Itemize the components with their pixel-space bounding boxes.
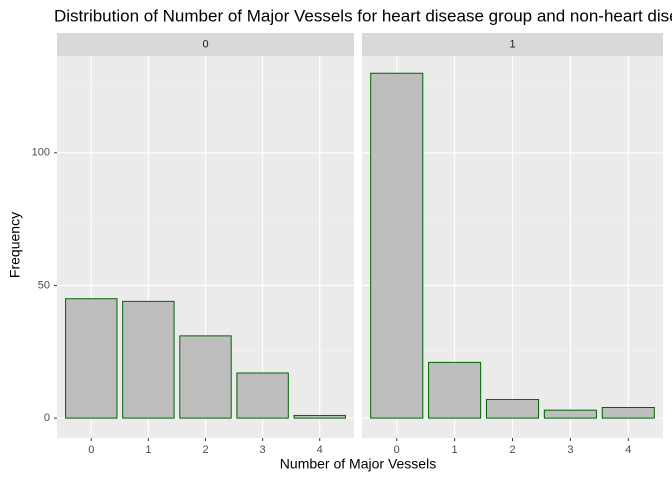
y-tick-label: 50: [38, 279, 50, 291]
x-tick-label: 1: [145, 444, 151, 456]
bar: [485, 399, 540, 419]
strip: [57, 33, 354, 56]
x-tick-label: 1: [452, 444, 458, 456]
x-tick-label: 0: [394, 444, 400, 456]
bar: [601, 406, 655, 419]
x-tick-label: 4: [317, 444, 323, 456]
strip-label: 0: [202, 38, 208, 50]
bar: [179, 335, 232, 419]
bar: [236, 372, 289, 419]
y-tick-label: 100: [32, 147, 50, 159]
x-tick-label: 0: [88, 444, 94, 456]
chart-title: Distribution of Number of Major Vessels …: [54, 6, 672, 25]
y-tick-label: 0: [44, 412, 50, 424]
x-tick-label: 4: [625, 444, 631, 456]
x-tick-label: 3: [260, 444, 266, 456]
bar: [122, 300, 175, 419]
x-tick-label: 2: [202, 444, 208, 456]
bar: [428, 361, 482, 419]
strip: [362, 33, 663, 56]
bar: [293, 414, 346, 419]
bar: [65, 298, 118, 419]
x-tick-label: 3: [567, 444, 573, 456]
x-axis-label: Number of Major Vessels: [280, 456, 436, 472]
x-tick-label: 2: [509, 444, 515, 456]
y-axis-label: Frequency: [7, 212, 23, 278]
strip-label: 1: [509, 38, 515, 50]
bar: [370, 72, 424, 419]
bar: [543, 409, 597, 419]
